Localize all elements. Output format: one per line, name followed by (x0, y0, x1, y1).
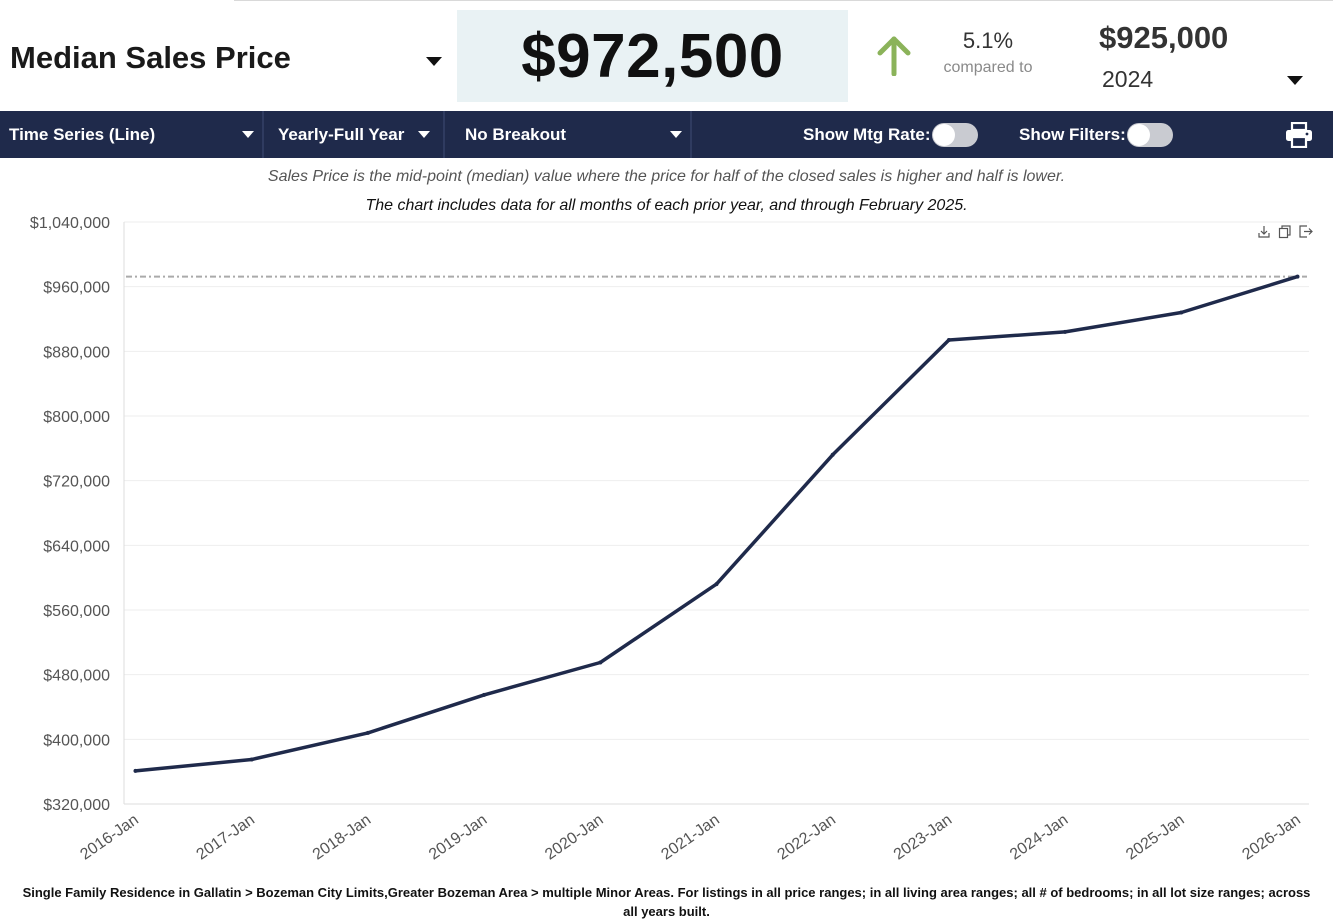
x-tick-label: 2025-Jan (1123, 811, 1187, 863)
metric-value-box: $972,500 (457, 10, 848, 102)
x-tick-label: 2018-Jan (310, 811, 374, 863)
chart-type-caret-icon[interactable] (242, 131, 254, 138)
metric-value: $972,500 (521, 21, 784, 91)
filters-label: Show Filters: (1019, 125, 1126, 144)
period-select[interactable]: Yearly-Full Year (278, 125, 405, 144)
comparison-year-select[interactable]: 2024 (1102, 66, 1154, 92)
data-point (365, 730, 370, 735)
toolbar-divider (262, 111, 264, 158)
compared-to-label: compared to (943, 59, 1033, 76)
toolbar-divider (443, 111, 445, 158)
x-tick-label: 2022-Jan (775, 811, 839, 863)
chart-type-select[interactable]: Time Series (Line) (9, 125, 156, 144)
filters-toggle[interactable] (1127, 123, 1173, 147)
y-tick-label: $640,000 (43, 538, 110, 555)
y-tick-label: $1,040,000 (30, 215, 110, 232)
y-tick-label: $880,000 (43, 344, 110, 361)
chart-export-icons (1258, 225, 1313, 239)
data-point (714, 582, 719, 587)
change-percent: 5.1% (962, 28, 1014, 53)
copy-icon[interactable] (1278, 225, 1291, 239)
y-tick-label: $720,000 (43, 474, 110, 491)
x-tick-label: 2021-Jan (658, 811, 722, 863)
data-point (598, 660, 603, 665)
x-tick-label: 2026-Jan (1239, 811, 1303, 863)
year-dropdown-caret-icon[interactable] (1287, 76, 1303, 85)
download-icon[interactable] (1258, 226, 1270, 238)
top-divider (234, 0, 1333, 1)
metric-title: Median Sales Price (10, 40, 291, 75)
filter-description: Single Family Residence in Gallatin > Bo… (22, 885, 1311, 919)
x-tick-label: 2020-Jan (542, 811, 606, 863)
data-point (249, 757, 254, 762)
y-tick-label: $560,000 (43, 603, 110, 620)
data-point (482, 692, 487, 697)
data-point (133, 768, 138, 773)
data-point (1295, 274, 1300, 279)
data-point (830, 452, 835, 457)
x-tick-label: 2019-Jan (426, 811, 490, 863)
x-tick-label: 2016-Jan (77, 811, 141, 863)
export-icon[interactable] (1299, 225, 1313, 238)
chart-subtitle-coverage: The chart includes data for all months o… (365, 197, 968, 214)
chart-subtitle-definition: Sales Price is the mid-point (median) va… (267, 168, 1066, 185)
x-tick-label: 2023-Jan (891, 811, 955, 863)
data-point (1179, 310, 1184, 315)
y-tick-label: $480,000 (43, 668, 110, 685)
y-tick-label: $960,000 (43, 280, 110, 297)
mtg-rate-toggle[interactable] (932, 123, 978, 147)
period-caret-icon[interactable] (418, 131, 430, 138)
up-arrow-icon (877, 36, 911, 76)
x-tick-label: 2024-Jan (1007, 811, 1071, 863)
breakout-caret-icon[interactable] (670, 131, 682, 138)
data-point (946, 338, 951, 343)
series-line (133, 274, 1300, 773)
metric-dropdown-caret-icon[interactable] (426, 57, 442, 66)
comparison-value: $925,000 (1099, 20, 1229, 55)
data-point (1063, 329, 1068, 334)
printer-icon[interactable] (1285, 122, 1313, 148)
toolbar-divider (690, 111, 692, 158)
breakout-select[interactable]: No Breakout (465, 125, 567, 144)
toolbar: Time Series (Line) Yearly-Full Year No B… (0, 111, 1333, 158)
x-tick-label: 2017-Jan (194, 811, 258, 863)
y-tick-label: $400,000 (43, 732, 110, 749)
y-tick-label: $320,000 (43, 797, 110, 814)
y-tick-label: $800,000 (43, 409, 110, 426)
mtg-rate-label: Show Mtg Rate: (803, 125, 931, 144)
line-chart: $320,000 $400,000 $480,000 $560,000 $640,000… (30, 215, 1313, 864)
